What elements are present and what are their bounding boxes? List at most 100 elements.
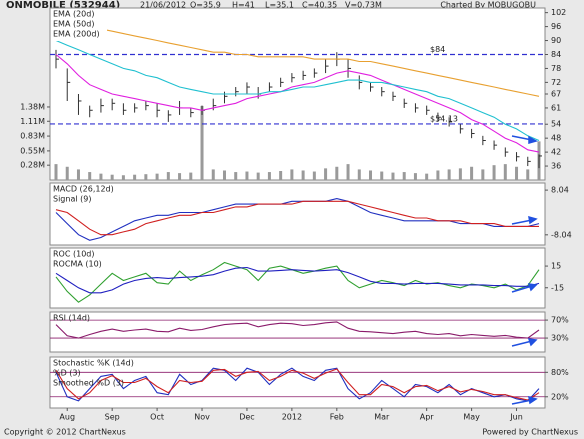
panel-title: Stochastic %K (14d) xyxy=(53,359,134,368)
volume-bar xyxy=(402,172,406,180)
y-tick-label: 80% xyxy=(551,368,569,377)
legend-entry: %D (3) xyxy=(53,369,81,378)
volume-bar xyxy=(481,169,485,180)
y2-tick-label: 0.83M xyxy=(20,132,45,141)
series-line xyxy=(55,39,540,142)
volume-bar xyxy=(144,174,148,180)
y-tick-label: 20% xyxy=(551,392,569,401)
x-tick-label: Oct xyxy=(150,413,164,422)
y-tick-label: -15 xyxy=(551,283,564,292)
volume-bar xyxy=(234,172,238,180)
volume-bar xyxy=(256,172,260,180)
legend-entry: MACD (26,12d) xyxy=(53,185,114,194)
x-tick-label: Aug xyxy=(59,413,75,422)
volume-bar xyxy=(279,171,283,180)
volume-bar xyxy=(380,171,384,180)
y2-tick-label: 1.38M xyxy=(20,102,45,111)
volume-bar xyxy=(447,169,451,180)
x-tick-label: Apr xyxy=(420,413,435,422)
legend-entry: EMA (50d) xyxy=(53,20,94,29)
volume-bar xyxy=(470,166,474,180)
trend-arrow xyxy=(511,285,533,293)
x-tick-label: Jun xyxy=(509,413,523,422)
y2-tick-label: 1.11M xyxy=(20,117,45,126)
x-tick-label: Feb xyxy=(330,413,344,422)
legend-entry: EMA (20d) xyxy=(53,10,94,19)
volume-bar xyxy=(245,171,249,180)
volume-bar xyxy=(436,170,440,180)
volume-bar xyxy=(335,166,339,180)
volume-bar xyxy=(65,166,69,180)
volume-bar xyxy=(503,164,507,180)
volume-bar xyxy=(413,173,417,180)
x-tick-label: 2012 xyxy=(282,413,302,422)
x-tick-label: Sep xyxy=(105,413,120,422)
chart-title: ONMOBILE (532944) xyxy=(6,0,120,11)
y-tick-label: 96 xyxy=(551,22,561,31)
volume-bar xyxy=(267,172,271,180)
x-tick-label: Dec xyxy=(239,413,254,422)
y-tick-label: 30% xyxy=(551,334,569,343)
legend-entry: Smoothed %D (3) xyxy=(53,379,124,388)
x-tick-label: Mar xyxy=(374,413,390,422)
legend-entry: RSI (14d) xyxy=(53,314,90,323)
volume-bar xyxy=(290,169,294,180)
series-line xyxy=(55,266,540,294)
trend-arrow-head xyxy=(528,395,538,405)
quote: C=40.35 xyxy=(302,1,337,10)
volume-bar xyxy=(121,175,125,180)
x-tick-label: May xyxy=(463,413,480,422)
y-tick-label: 102 xyxy=(551,8,566,17)
y-tick-label: 15 xyxy=(551,262,561,271)
legend-entry: Signal (9) xyxy=(53,195,91,204)
panel xyxy=(49,7,546,181)
y-tick-label: 72 xyxy=(551,78,561,87)
y-tick-label: 54 xyxy=(551,120,561,129)
volume-bar xyxy=(425,173,429,180)
volume-bar xyxy=(458,168,462,180)
volume-bar xyxy=(492,165,496,180)
volume-bar xyxy=(178,173,182,180)
series-line xyxy=(55,261,540,303)
y-tick-label: -8.04 xyxy=(551,230,572,239)
y-tick-label: 70% xyxy=(551,316,569,325)
volume-bar xyxy=(88,172,92,180)
volume-bar xyxy=(391,172,395,180)
y-tick-label: 90 xyxy=(551,36,561,45)
quote: H=41 xyxy=(232,1,255,10)
volume-bar xyxy=(312,171,316,180)
volume-bar xyxy=(515,166,519,180)
y2-tick-label: 0.28M xyxy=(20,161,45,170)
volume-bar xyxy=(133,174,137,180)
y-tick-label: 61 xyxy=(551,103,561,112)
y-tick-label: 36 xyxy=(551,162,561,171)
quote: L=35.1 xyxy=(265,1,294,10)
y2-tick-label: 0.55M xyxy=(20,146,45,155)
volume-bar xyxy=(357,169,361,180)
volume-bar xyxy=(222,170,226,180)
panel xyxy=(49,247,546,309)
series-line xyxy=(56,23,540,97)
trend-arrow-head xyxy=(528,135,538,144)
plots: 36 42 48 54 61 67 72 78 84 90 96 102 0.28M 0.55M 0.83M… xyxy=(20,7,572,422)
volume-bar xyxy=(166,172,170,180)
level-label: $84 xyxy=(430,45,445,54)
volume-bar xyxy=(189,172,193,180)
legend-entry: ROC (10d) xyxy=(53,250,94,259)
y-tick-label: 67 xyxy=(551,90,561,99)
panel xyxy=(49,311,546,353)
panel xyxy=(49,182,546,246)
quote: O=35.9 xyxy=(190,1,221,10)
y-tick-label: 42 xyxy=(551,148,561,157)
volume-bar xyxy=(54,164,58,180)
copyright: Copyright © 2012 ChartNexus xyxy=(4,428,126,437)
volume-bar xyxy=(301,170,305,180)
trend-arrow xyxy=(511,219,533,225)
volume-bar xyxy=(200,105,204,180)
volume-bar xyxy=(211,169,215,180)
volume-bar xyxy=(110,174,114,180)
trend-arrow-head xyxy=(528,215,538,225)
trend-arrows xyxy=(511,135,538,405)
volume-bar xyxy=(526,169,530,180)
